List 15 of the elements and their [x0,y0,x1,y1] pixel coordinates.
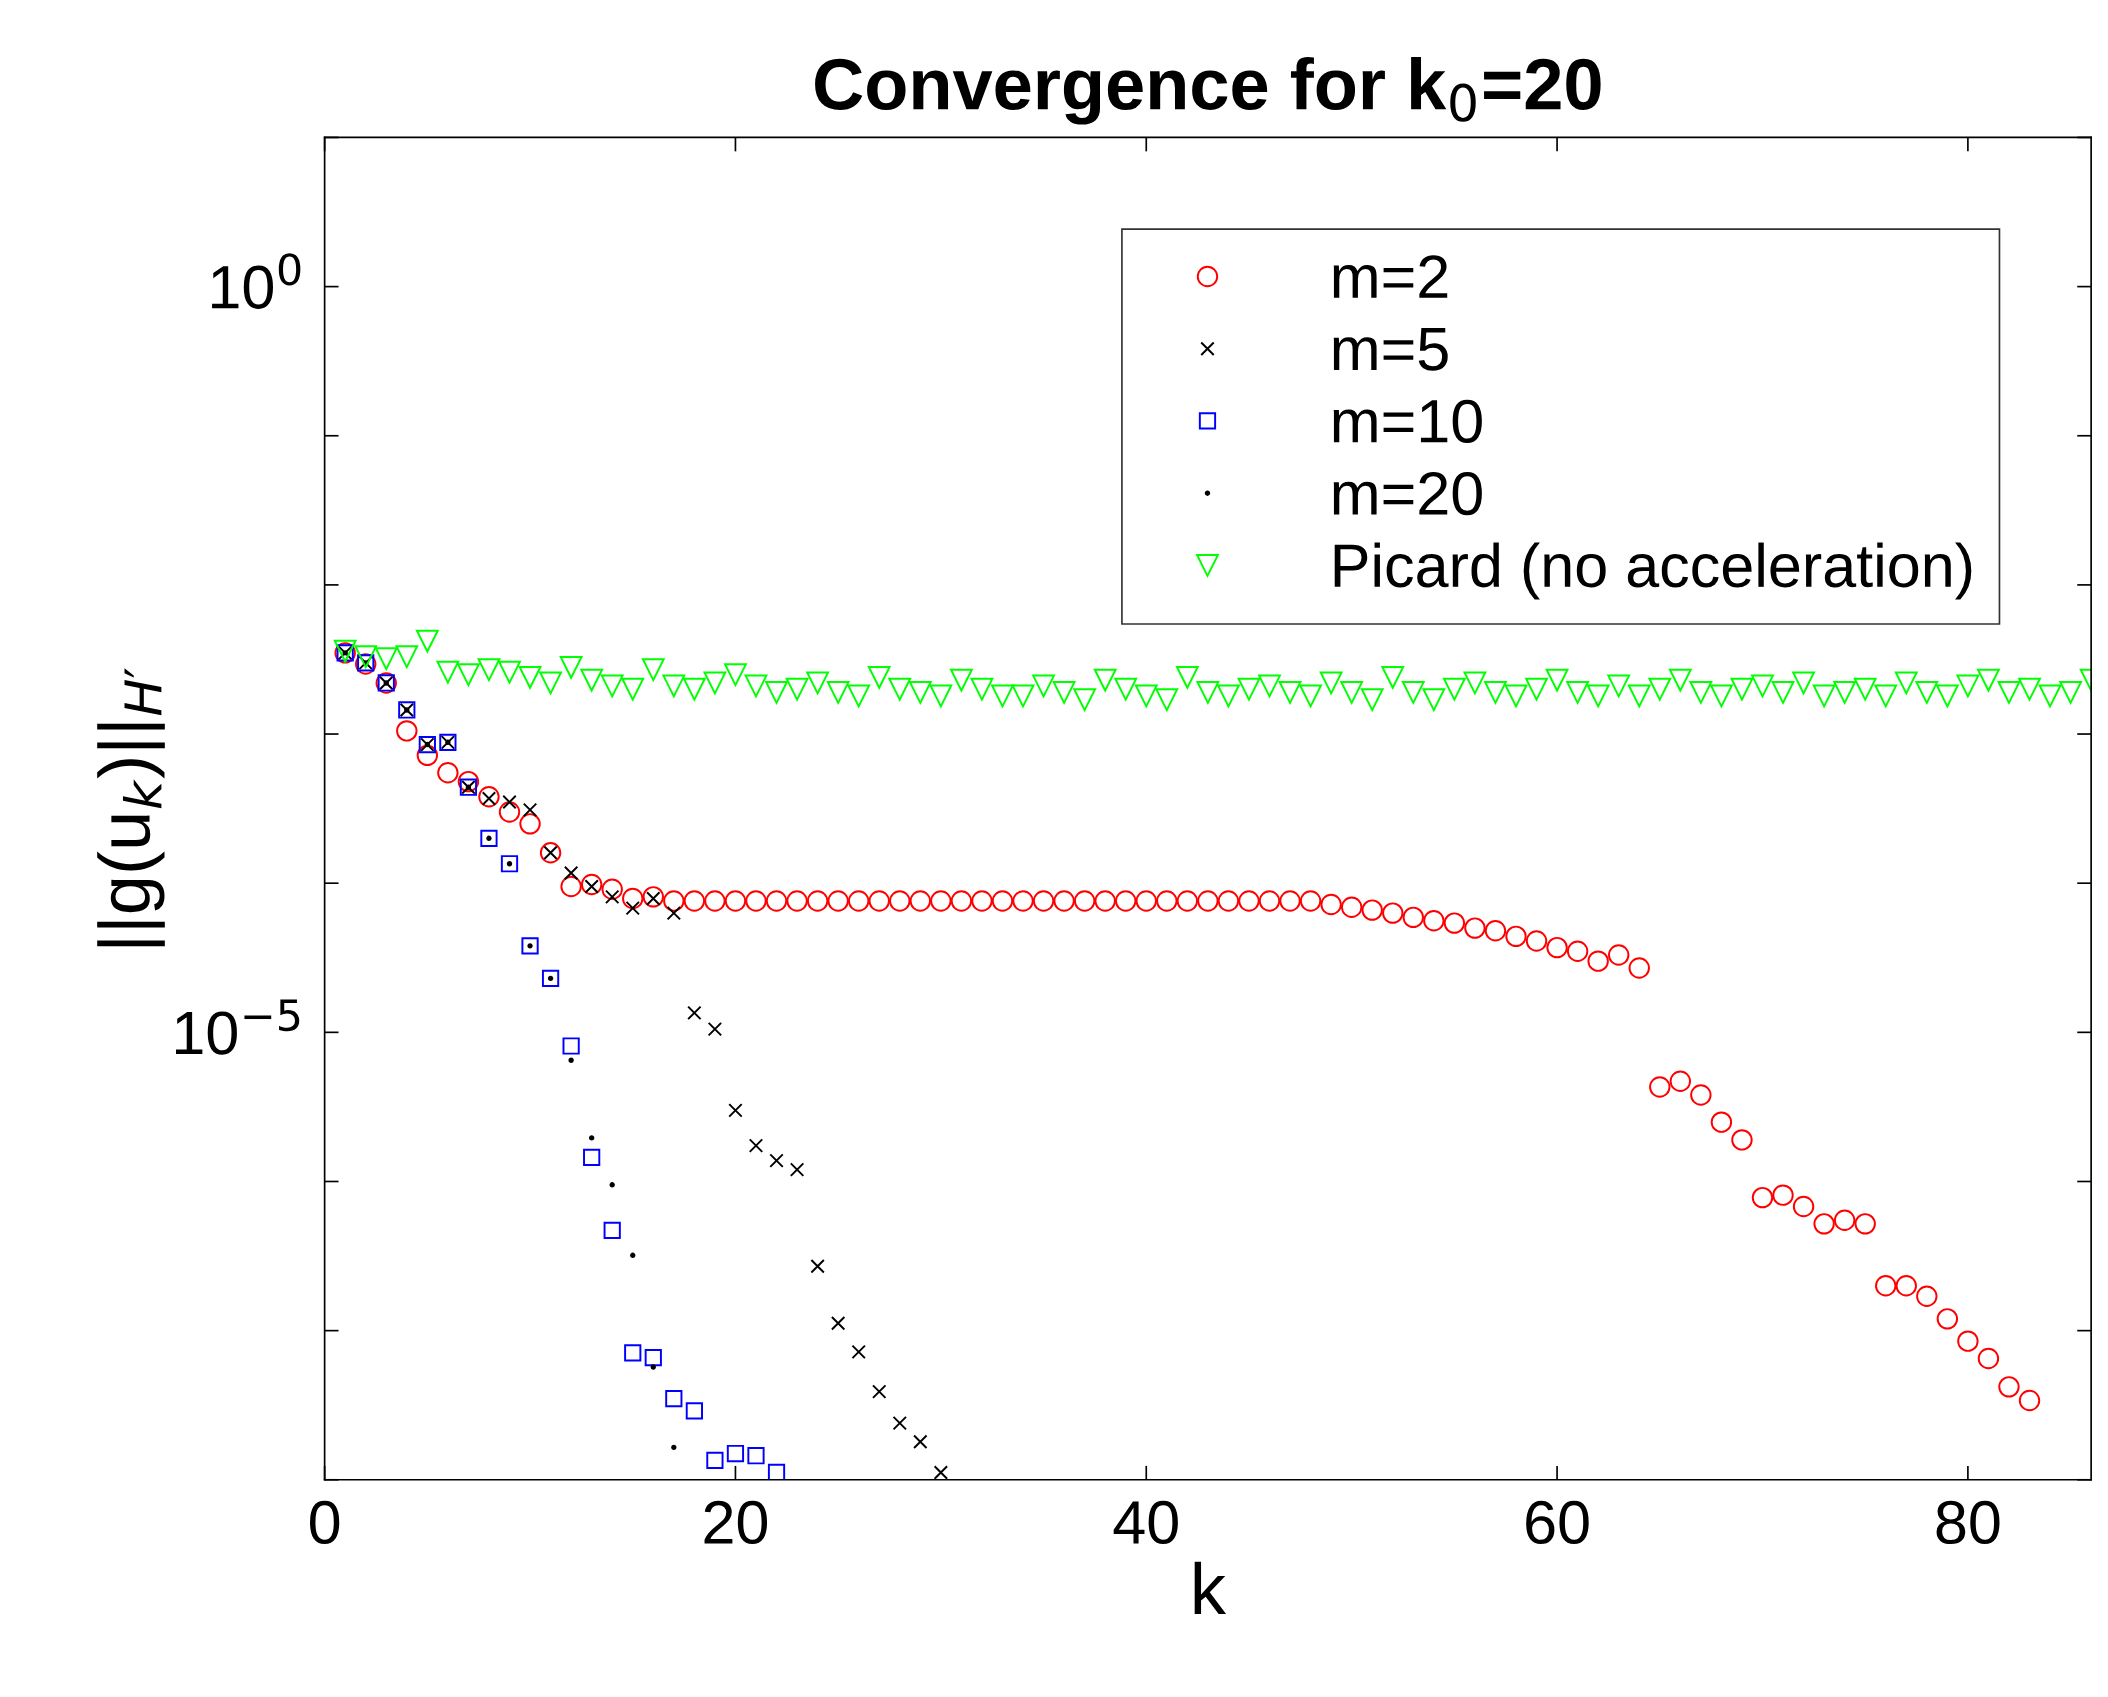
x-tick-label: 0 [310,1500,340,1545]
x-tick-label: 20 [704,1500,768,1545]
chart-title: Convergence for k$_{0}$=20 [815,56,1601,125]
x-tick-label: 60 [1526,1500,1589,1545]
legend-label: m=10 [1333,399,1482,443]
legend-label: m=20 [1333,471,1482,516]
x-tick-label: 40 [1113,1500,1178,1545]
x-tick-label: 80 [1936,1500,2000,1545]
legend-label: Picard (no acceleration) [1334,542,1972,600]
x-axis-title: k [1194,1561,1227,1615]
legend-label: m=2 [1333,255,1448,298]
y-axis-title: ||g(u$_{k}$)||$_{H′}$ [97,668,165,947]
y-tick-label: 10$^{0}$ [212,253,301,309]
legend-label: m=5 [1333,328,1448,371]
y-tick-label: 10$^{−5}$ [176,999,300,1055]
